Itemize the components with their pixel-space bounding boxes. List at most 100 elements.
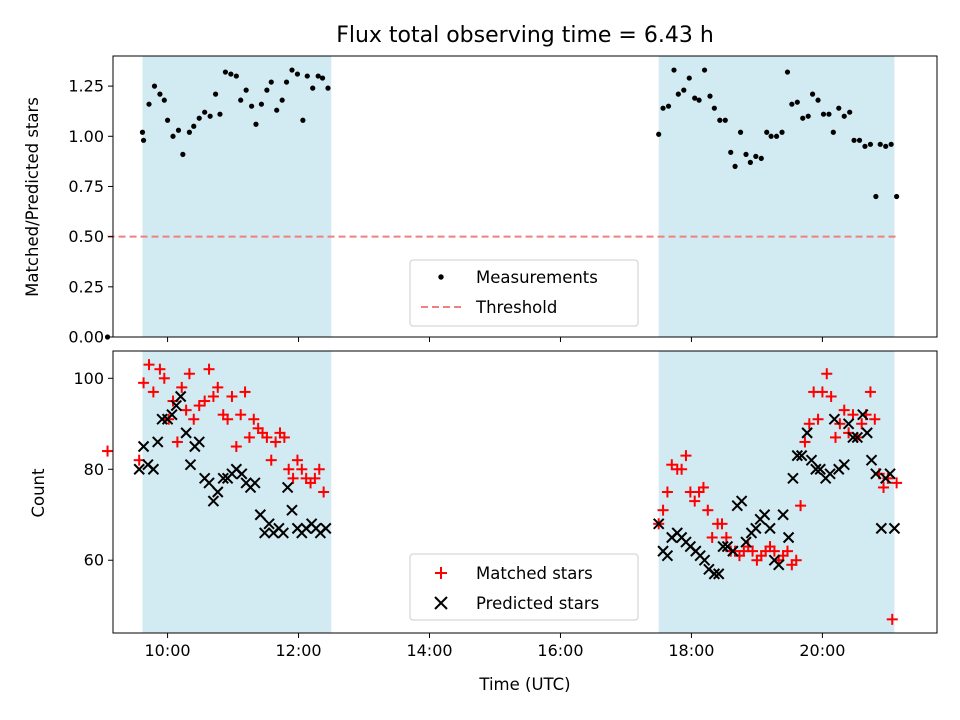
measurement-point xyxy=(805,113,811,119)
measurement-point xyxy=(304,73,310,79)
predicted-stars-point xyxy=(735,495,748,507)
matched-stars-point xyxy=(261,431,273,443)
predicted-stars-point xyxy=(758,509,771,521)
matched-stars-point xyxy=(278,431,290,443)
measurement-point xyxy=(815,97,821,103)
matched-stars-point xyxy=(283,463,295,475)
measurement-point xyxy=(139,129,146,135)
matched-stars-point xyxy=(171,436,183,448)
predicted-stars-point xyxy=(708,568,721,580)
measurement-point xyxy=(161,97,167,103)
measurement-point xyxy=(737,129,744,135)
predicted-stars-point xyxy=(170,399,183,412)
predicted-stars-point xyxy=(320,522,332,535)
predicted-stars-point xyxy=(717,540,729,553)
matched-stars-point xyxy=(199,395,211,407)
matched-stars-point xyxy=(747,545,759,557)
predicted-stars-point xyxy=(236,468,248,480)
predicted-stars-point xyxy=(773,559,785,571)
measurement-point xyxy=(660,105,666,111)
matched-stars-point xyxy=(183,368,195,380)
predicted-stars-point xyxy=(713,568,725,580)
matched-stars-point xyxy=(676,463,688,475)
matched-stars-point xyxy=(239,386,251,398)
measurement-point xyxy=(268,79,274,85)
y-tick-label: 0.00 xyxy=(68,328,104,347)
measurement-point xyxy=(894,193,900,200)
x-tick-label: 20:00 xyxy=(799,641,845,660)
measurement-point xyxy=(867,141,874,147)
measurement-point xyxy=(253,121,259,127)
measurement-point xyxy=(274,107,280,113)
matched-stars-point xyxy=(834,418,846,430)
predicted-stars-point xyxy=(661,549,674,562)
matched-stars-point xyxy=(138,377,150,389)
predicted-stars-point xyxy=(180,427,192,439)
matched-stars-point xyxy=(154,363,166,375)
matched-stars-point xyxy=(689,495,701,507)
measurement-point xyxy=(862,143,868,149)
measurement-point xyxy=(851,137,857,143)
measurement-point xyxy=(196,115,202,121)
predicted-stars-point xyxy=(791,449,804,462)
measurement-point xyxy=(258,101,265,107)
predicted-stars-point xyxy=(152,436,164,448)
matched-stars-point xyxy=(180,404,192,416)
measurement-point xyxy=(191,123,197,129)
measurement-point xyxy=(300,117,306,123)
ratio-series xyxy=(104,67,900,340)
predicted-stars-point xyxy=(281,481,294,494)
y-tick-label: 100 xyxy=(73,369,104,388)
matched-stars-point xyxy=(287,472,299,484)
matched-stars-point xyxy=(207,390,219,402)
measurement-point xyxy=(841,113,847,119)
predicted-stars-point xyxy=(258,527,271,539)
matched-stars-point xyxy=(248,413,260,425)
measurement-point xyxy=(279,97,285,103)
measurement-point xyxy=(686,75,692,81)
matched-stars-point xyxy=(891,477,903,489)
y-tick-label: 60 xyxy=(84,551,104,570)
x-axis-label: Time (UTC) xyxy=(478,675,570,694)
predicted-stars-point xyxy=(888,522,901,535)
measurement-point xyxy=(707,93,713,99)
ratio-legend: Measurements Threshold xyxy=(409,259,639,327)
chart-title: Flux total observing time = 6.43 h xyxy=(336,23,714,48)
y-tick-label: 1.00 xyxy=(68,127,104,146)
predicted-stars-point xyxy=(166,408,178,421)
threshold-legend-label: Threshold xyxy=(475,298,557,317)
predicted-stars-point xyxy=(217,472,229,485)
measurements-legend-marker xyxy=(438,274,444,280)
x-tick-label: 12:00 xyxy=(275,641,321,660)
matched-stars-point xyxy=(702,504,714,516)
measurement-point xyxy=(104,334,111,340)
predicted-stars-point xyxy=(727,545,739,557)
matched-stars-point xyxy=(864,386,876,398)
predicted-stars-point xyxy=(137,440,150,453)
measurement-point xyxy=(243,87,249,93)
measurement-point xyxy=(289,67,295,73)
ratio-panel: 0.00 0.25 0.50 0.75 1.00 1.25 Flux total obse… xyxy=(23,23,938,347)
measurement-point xyxy=(696,97,702,103)
measurement-point xyxy=(768,133,774,139)
matched-stars-point xyxy=(821,368,833,380)
count-series xyxy=(102,359,903,625)
matched-stars-point xyxy=(799,436,811,448)
measurement-point xyxy=(753,153,759,159)
measurement-point xyxy=(671,67,677,73)
predicted-stars-point xyxy=(884,468,896,480)
matched-stars-point xyxy=(270,436,282,448)
measurement-point xyxy=(711,105,717,111)
observing-interval-2 xyxy=(658,56,895,337)
matched-stars-point xyxy=(661,486,673,498)
measurement-point xyxy=(140,137,147,143)
predicted-stars-point xyxy=(286,504,298,516)
measurement-point xyxy=(681,87,687,93)
matched-stars-point xyxy=(176,381,188,393)
matched-stars-point xyxy=(803,418,815,430)
measurement-point xyxy=(779,129,785,135)
ratio-y-ticks: 0.00 0.25 0.50 0.75 1.00 1.25 xyxy=(68,77,113,347)
count-y-ticks: 60 80 100 xyxy=(73,369,113,570)
matched-stars-point xyxy=(825,390,837,402)
predicted-stars-point xyxy=(861,427,873,439)
